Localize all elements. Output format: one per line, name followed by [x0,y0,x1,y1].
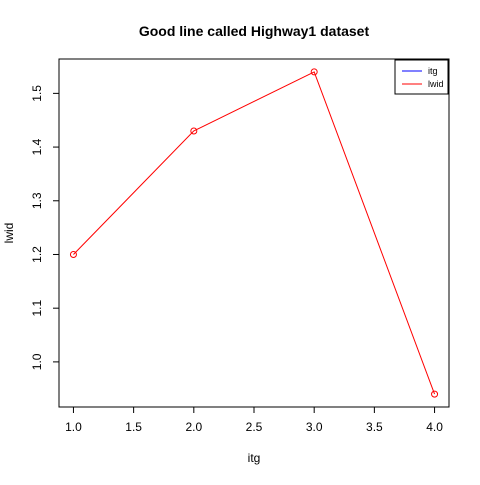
x-axis-label: itg [248,451,261,465]
x-tick-label: 3.5 [366,420,383,434]
data-point [190,127,198,135]
y-tick-label: 1.5 [30,85,44,102]
data-point [310,68,318,76]
x-tick-label: 2.5 [246,420,263,434]
x-tick-label: 3.0 [306,420,323,434]
series-layer [69,68,439,398]
data-point [69,250,77,258]
x-tick-label: 1.5 [125,420,142,434]
y-tick-label: 1.3 [30,192,44,209]
y-tick-label: 1.2 [30,246,44,263]
legend-box [394,59,449,95]
legend-label-lwid: lwid [428,79,444,89]
x-tick-label: 1.0 [65,420,82,434]
x-tick-label: 2.0 [185,420,202,434]
legend-label-itg: itg [428,66,438,76]
x-tick-label: 4.0 [426,420,443,434]
y-axis-label: lwid [2,223,16,244]
series-line-lwid [73,71,436,395]
plot-frame [58,58,450,408]
data-point [431,390,439,398]
plot-area: 1.0 1.5 2.0 2.5 3.0 3.5 4.0 1.0 1.1 1.2 1.3 1.4 1.5 [30,58,450,434]
y-axis: 1.0 1.1 1.2 1.3 1.4 1.5 [30,85,60,370]
x-axis: 1.0 1.5 2.0 2.5 3.0 3.5 4.0 [65,406,443,434]
legend: itg lwid [394,59,449,95]
legend-entries: itg lwid [402,66,444,89]
y-tick-label: 1.1 [30,300,44,317]
y-tick-label: 1.0 [30,353,44,370]
chart-title: Good line called Highway1 dataset [139,23,370,39]
y-tick-label: 1.4 [30,138,44,155]
